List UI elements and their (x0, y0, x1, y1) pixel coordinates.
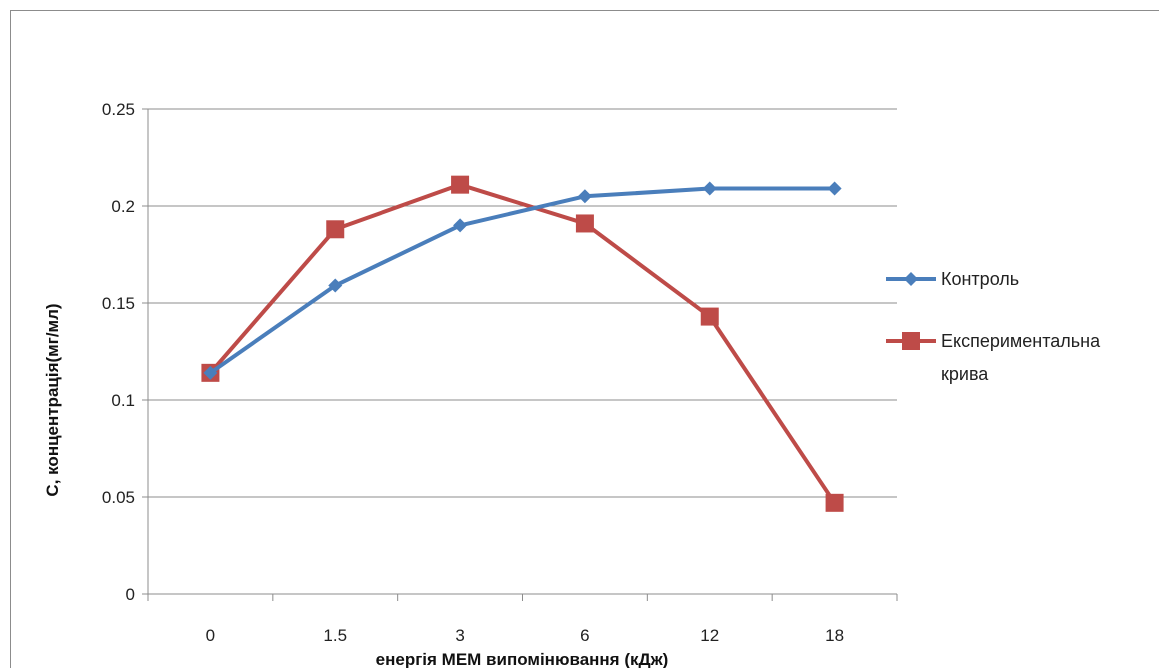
legend-label: Експериментальна (941, 331, 1101, 351)
series-control (203, 181, 842, 380)
data-point (203, 365, 218, 380)
series-experimental (201, 175, 844, 512)
data-point (702, 181, 717, 196)
axes (147, 109, 898, 601)
series-group (201, 175, 844, 512)
y-axis-title: С, концентрація(мг/мл) (43, 303, 62, 496)
data-point (577, 189, 592, 204)
series-line (209, 186, 835, 375)
legend-label: Контроль (941, 269, 1019, 289)
data-point (328, 278, 343, 293)
data-point (700, 307, 719, 326)
x-tick-label: 3 (455, 626, 464, 645)
x-tick-label: 6 (580, 626, 589, 645)
y-tick-label: 0.1 (111, 391, 135, 410)
legend-marker (902, 332, 920, 350)
legend: Контроль Експериментальна крива (886, 269, 1101, 384)
data-point (825, 493, 844, 512)
chart-frame (10, 10, 1159, 668)
data-point (575, 214, 594, 233)
x-tick-label: 18 (825, 626, 844, 645)
x-tick-label: 0 (206, 626, 215, 645)
series-line (208, 182, 837, 504)
gridlines (142, 108, 897, 595)
x-tick-labels: 0 1.5 3 6 12 18 (206, 626, 844, 645)
y-tick-label: 0.25 (102, 100, 135, 119)
data-point (453, 218, 468, 233)
x-tick-label: 1.5 (323, 626, 347, 645)
data-point (326, 220, 345, 239)
x-tick-label: 12 (700, 626, 719, 645)
y-tick-labels: 0 0.05 0.1 0.15 0.2 0.25 (102, 100, 135, 604)
data-point (451, 175, 470, 194)
data-point (827, 181, 842, 196)
legend-item: Експериментальна крива (886, 331, 1101, 384)
legend-item: Контроль (886, 269, 1019, 289)
legend-marker (904, 272, 918, 286)
y-tick-label: 0.2 (111, 197, 135, 216)
x-axis-title: енергія МЕМ випомінювання (кДж) (376, 650, 669, 668)
legend-label: крива (941, 364, 989, 384)
y-tick-label: 0 (126, 585, 135, 604)
y-tick-label: 0.15 (102, 294, 135, 313)
y-tick-label: 0.05 (102, 488, 135, 507)
